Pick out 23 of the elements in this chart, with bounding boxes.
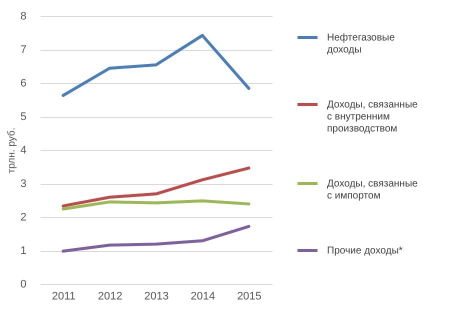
y-axis-title: трлн. руб. bbox=[6, 128, 18, 174]
y-tick-label: 0 bbox=[20, 278, 26, 290]
line-series bbox=[62, 166, 250, 208]
y-tick-label: 1 bbox=[20, 245, 26, 257]
legend-label: Доходы, связанные с внутренним производством bbox=[327, 100, 418, 134]
x-tick-label: 2014 bbox=[190, 290, 216, 302]
y-tick-label: 5 bbox=[20, 111, 26, 123]
line-series bbox=[62, 199, 250, 210]
x-tick-label: 2011 bbox=[52, 290, 76, 302]
x-tick-label: 2013 bbox=[144, 290, 169, 302]
legend-label: Доходы, связанные с импортом bbox=[327, 178, 418, 202]
line-series bbox=[62, 224, 250, 253]
x-tick-label: 2015 bbox=[237, 290, 262, 302]
line-series bbox=[62, 34, 250, 97]
y-tick-label: 6 bbox=[20, 78, 26, 90]
legend-label: Прочие доходы* bbox=[327, 246, 403, 256]
legend-label: Нефтегазовые доходы bbox=[327, 32, 396, 56]
x-tick-label: 2012 bbox=[98, 290, 122, 302]
y-tick-label: 2 bbox=[20, 212, 26, 224]
y-tick-label: 7 bbox=[20, 44, 26, 56]
y-tick-label: 4 bbox=[20, 144, 26, 156]
y-tick-label: 3 bbox=[20, 178, 26, 190]
y-tick-label: 8 bbox=[20, 10, 26, 22]
